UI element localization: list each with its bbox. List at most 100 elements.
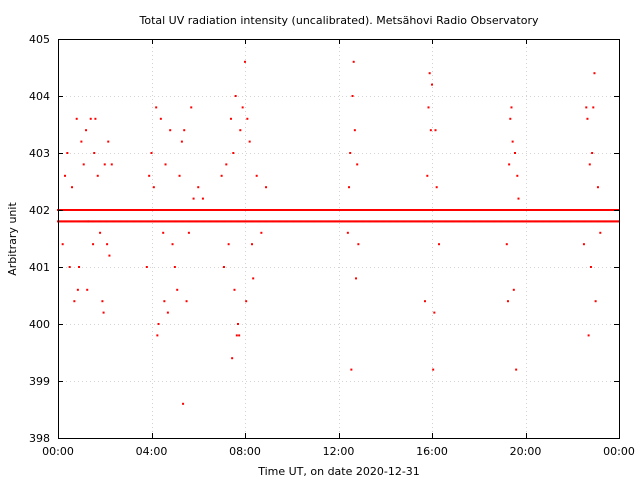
data-point <box>110 209 113 211</box>
data-point <box>339 220 342 223</box>
data-point <box>85 129 88 132</box>
data-point <box>193 220 196 223</box>
data-point <box>596 186 599 189</box>
data-point <box>606 209 609 211</box>
data-point <box>132 209 135 211</box>
data-point <box>379 209 382 211</box>
data-point <box>189 209 192 211</box>
data-point <box>556 209 559 211</box>
data-point <box>145 266 148 268</box>
data-point <box>563 220 566 223</box>
data-point <box>574 209 577 211</box>
data-point <box>87 209 90 211</box>
data-point <box>255 174 258 177</box>
data-point <box>414 220 417 223</box>
data-point <box>73 209 76 211</box>
data-point <box>370 209 373 211</box>
data-point <box>68 220 71 223</box>
data-point <box>505 243 508 246</box>
data-point <box>198 220 201 223</box>
data-point <box>155 106 158 109</box>
data-point <box>525 220 528 223</box>
data-point <box>255 220 258 223</box>
data-point <box>359 209 362 211</box>
data-point <box>116 220 119 223</box>
data-point <box>441 209 444 211</box>
data-point <box>305 209 308 211</box>
data-point <box>552 209 555 211</box>
data-point <box>75 209 78 211</box>
data-point <box>398 209 401 211</box>
data-point <box>108 220 111 223</box>
data-point <box>360 209 363 211</box>
data-point <box>550 220 553 223</box>
data-point <box>377 209 380 211</box>
data-point <box>463 220 466 223</box>
data-point <box>480 220 483 223</box>
data-point <box>390 220 393 223</box>
data-point <box>205 209 208 211</box>
data-point <box>495 209 498 211</box>
data-point <box>66 209 69 211</box>
data-point <box>159 209 162 211</box>
data-point <box>179 220 182 223</box>
data-point <box>372 209 375 211</box>
data-point <box>566 209 569 211</box>
data-point <box>558 209 561 211</box>
data-point <box>154 220 157 223</box>
data-point <box>265 209 268 211</box>
data-point <box>261 209 264 211</box>
data-point <box>462 209 465 211</box>
data-point <box>513 152 516 154</box>
data-point <box>515 368 518 371</box>
data-point <box>351 220 354 223</box>
data-point <box>397 209 400 211</box>
data-point <box>226 209 229 211</box>
data-point <box>467 220 470 223</box>
data-point <box>371 209 374 211</box>
data-point <box>365 209 368 211</box>
data-point <box>251 243 254 246</box>
data-point <box>185 300 188 303</box>
data-point <box>393 220 396 223</box>
data-point <box>606 220 609 223</box>
data-point <box>355 209 358 211</box>
data-point <box>192 220 195 223</box>
data-point <box>277 220 280 223</box>
data-point <box>373 209 376 211</box>
data-point <box>93 152 96 154</box>
data-point <box>151 209 154 211</box>
data-point <box>78 266 81 268</box>
data-point <box>338 209 341 211</box>
data-point <box>319 220 322 223</box>
data-point <box>339 209 342 211</box>
data-point <box>303 209 306 211</box>
data-point <box>205 220 208 223</box>
data-point <box>483 209 486 211</box>
data-point <box>323 209 326 211</box>
data-point <box>255 209 258 211</box>
data-point <box>102 209 105 211</box>
data-point <box>82 220 85 223</box>
data-point <box>494 209 497 211</box>
data-point <box>238 209 241 211</box>
data-point <box>62 209 65 211</box>
data-point <box>267 209 270 211</box>
data-point <box>411 220 414 223</box>
data-point <box>439 209 442 211</box>
data-point <box>86 209 89 211</box>
data-point <box>350 209 353 211</box>
x-tick-label: 20:00 <box>510 445 542 458</box>
data-point <box>269 220 272 223</box>
data-point <box>440 209 443 211</box>
data-point <box>164 209 167 211</box>
data-point <box>443 220 446 223</box>
data-point <box>74 209 77 211</box>
data-point <box>490 220 493 223</box>
data-point <box>144 220 147 223</box>
data-point <box>171 220 174 223</box>
data-point <box>435 220 438 223</box>
data-point <box>97 209 100 211</box>
data-point <box>557 209 560 211</box>
data-point <box>363 220 366 223</box>
